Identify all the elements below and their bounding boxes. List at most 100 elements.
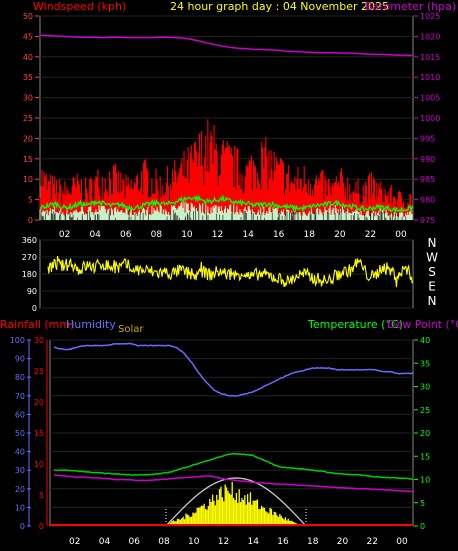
x-tick-label-bottom: 06 (129, 537, 141, 547)
barometer-tick-label: 980 (420, 196, 435, 205)
x-tick-label: 14 (242, 230, 254, 240)
wind-tick-label: 40 (23, 53, 33, 62)
humidity-tick-label: 60 (15, 410, 25, 419)
temperature-tick-label: 40 (420, 336, 430, 345)
x-tick-label: 08 (151, 230, 163, 240)
solar-series (158, 477, 307, 527)
wind-y-ticks: 0 5 10 15 20 25 30 35 40 45 50 (23, 12, 39, 225)
temperature-line (53, 452, 414, 481)
barometer-tick-label: 1020 (420, 32, 440, 41)
compass-n-label: N (428, 236, 437, 250)
humidity-axis-title: Humidity (66, 318, 116, 331)
barometer-tick-label: 995 (420, 134, 435, 143)
x-tick-label-bottom: 22 (367, 537, 378, 547)
rainfall-tick-label: 10 (34, 460, 44, 469)
temperature-tick-label: 15 (420, 452, 430, 461)
barometer-tick-label: 1010 (420, 73, 440, 82)
x-axis-ticks: 02 04 06 08 10 12 14 16 18 20 22 00 (59, 230, 407, 240)
x-tick-label: 18 (304, 230, 316, 240)
wind-calm-marks (40, 210, 407, 220)
direction-tick-label: 90 (27, 287, 37, 296)
x-tick-label: 04 (89, 230, 101, 240)
compass-w-label: W (426, 251, 438, 265)
barometer-tick-label: 1025 (420, 12, 440, 21)
rainfall-tick-label: 20 (34, 398, 44, 407)
direction-tick-label: 270 (22, 253, 37, 262)
temperature-tick-label: 20 (420, 429, 430, 438)
temp-humidity-series (50, 342, 414, 526)
wind-tick-label: 5 (28, 196, 33, 205)
barometer-line (39, 34, 414, 57)
x-tick-label-bottom: 02 (69, 537, 80, 547)
x-tick-label: 10 (181, 230, 193, 240)
humidity-tick-label: 70 (15, 392, 25, 401)
x-tick-label: 22 (365, 230, 376, 240)
temperature-y-ticks: 0 5 10 15 20 25 30 35 40 (414, 336, 430, 531)
x-tick-label: 16 (273, 230, 285, 240)
humidity-tick-label: 0 (20, 522, 25, 531)
humidity-tick-label: 30 (15, 466, 25, 475)
humidity-tick-label: 50 (15, 429, 25, 438)
barometer-tick-label: 985 (420, 175, 435, 184)
temperature-axis-title: Temperature (°C) (307, 318, 403, 331)
x-tick-label-bottom: 04 (99, 537, 111, 547)
solar-axis-title: Solar (118, 324, 144, 335)
x-tick-label-bottom: 10 (188, 537, 200, 547)
x-tick-label-bottom: 14 (248, 537, 260, 547)
barometer-tick-label: 1005 (420, 94, 440, 103)
wind-lull-bars (39, 201, 413, 220)
rainfall-y-ticks: 0 5 10 15 20 25 30 (34, 336, 48, 531)
barometer-y-ticks: 975 980 985 990 995 1000 1005 1010 1015 1020 1025 (414, 12, 440, 225)
x-tick-label-bottom: 08 (158, 537, 170, 547)
x-axis-ticks-bottom: 02 04 06 08 10 12 14 16 18 20 22 00 (69, 537, 408, 547)
x-tick-label: 20 (334, 230, 346, 240)
wind-series (39, 119, 414, 220)
x-tick-label-bottom: 20 (337, 537, 349, 547)
wind-tick-label: 10 (23, 175, 33, 184)
rainfall-tick-label: 30 (34, 336, 44, 345)
temperature-tick-label: 30 (420, 383, 430, 392)
compass-n-label: N (428, 294, 437, 308)
rainfall-tick-label: 0 (39, 522, 44, 531)
rainfall-tick-label: 5 (39, 491, 44, 500)
compass-s-label: S (428, 265, 436, 279)
x-tick-label-bottom: 00 (396, 537, 408, 547)
x-tick-label-bottom: 16 (277, 537, 289, 547)
humidity-tick-label: 10 (15, 503, 25, 512)
dewpoint-axis-title: Dew Point (°C) (387, 318, 458, 331)
dewpoint-line (53, 474, 414, 493)
x-tick-label-bottom: 12 (218, 537, 229, 547)
temperature-tick-label: 10 (420, 476, 430, 485)
humidity-tick-label: 40 (15, 448, 25, 457)
x-tick-label: 12 (212, 230, 223, 240)
direction-tick-label: 180 (22, 270, 37, 279)
wind-tick-label: 0 (28, 216, 33, 225)
wind-tick-label: 30 (23, 94, 33, 103)
wind-axis-title: Windspeed (kph) (33, 0, 126, 13)
wind-tick-label: 35 (23, 73, 33, 82)
direction-tick-label: 0 (32, 304, 37, 313)
x-tick-label: 00 (395, 230, 407, 240)
direction-series (47, 255, 414, 288)
humidity-tick-label: 80 (15, 373, 25, 382)
compass-e-label: E (428, 280, 436, 294)
humidity-tick-label: 20 (15, 485, 25, 494)
barometer-series (39, 34, 414, 57)
humidity-line (53, 342, 414, 397)
humidity-tick-label: 90 (15, 355, 25, 364)
wind-average-line (39, 193, 414, 215)
wind-tick-label: 15 (23, 155, 33, 164)
barometer-tick-label: 1015 (420, 53, 440, 62)
barometer-tick-label: 1000 (420, 114, 440, 123)
rainfall-tick-label: 15 (34, 429, 44, 438)
humidity-y-ticks: 0 10 20 30 40 50 60 70 80 90 100 (10, 336, 31, 531)
wind-direction-line (47, 255, 414, 288)
x-tick-label: 06 (120, 230, 132, 240)
x-tick-label: 02 (59, 230, 70, 240)
direction-y-ticks: 0 90 180 270 360 (22, 236, 37, 313)
wind-tick-label: 20 (23, 134, 33, 143)
solar-max-curve (165, 477, 307, 527)
temperature-tick-label: 0 (420, 522, 425, 531)
